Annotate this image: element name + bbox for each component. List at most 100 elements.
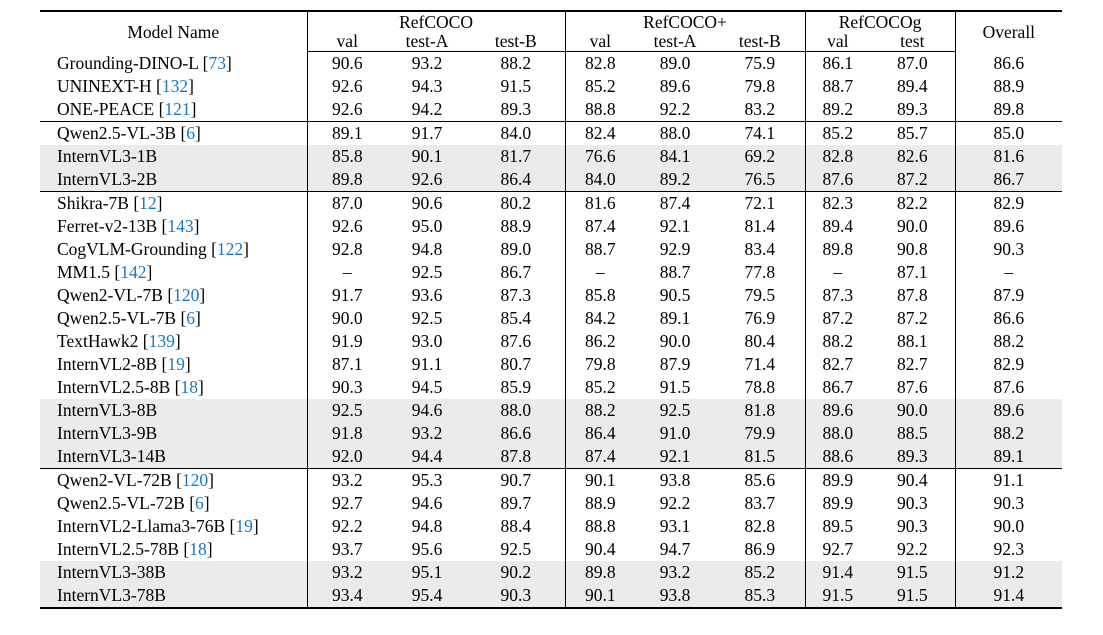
subcolumn-header-refcocog-test: test [870, 32, 956, 52]
table-row: InternVL3-14B 92.0 94.4 87.8 87.4 92.1 81.5 88.… [40, 445, 1063, 469]
citation-link[interactable]: 6 [186, 123, 196, 143]
score-cell: 85.8 [564, 284, 636, 307]
score-cell: 92.6 [306, 98, 387, 122]
citation-link[interactable]: 143 [167, 216, 194, 236]
citation-link[interactable]: 73 [208, 52, 226, 73]
citation-link[interactable]: 6 [186, 308, 196, 328]
score-cell: 87.2 [804, 307, 871, 330]
score-cell: 89.8 [306, 168, 387, 192]
score-cell: 76.5 [744, 169, 776, 189]
model-name: Shikra-7B [57, 193, 129, 213]
table-row: Grounding-DINO-L [73] 90.6 93.2 88.2 82.8 89.… [40, 51, 1063, 75]
table-body: Grounding-DINO-L [73] 90.6 93.2 88.2 82.8 89.… [40, 51, 1063, 608]
score-cell: 91.5 [804, 584, 871, 608]
score-cell: 84.1 [659, 146, 691, 166]
score-cell: 94.6 [411, 400, 443, 420]
score-cell: 71.4 [744, 354, 776, 374]
score-cell: 89.0 [659, 53, 691, 73]
table-row: InternVL3-9B 91.8 93.2 86.6 86.4 91.0 79.9 88.0… [40, 422, 1063, 445]
citation-link[interactable]: 121 [164, 99, 191, 119]
model-name: InternVL3-38B [57, 562, 166, 582]
citation-link[interactable]: 12 [139, 193, 157, 213]
score-cell: 86.7 [500, 262, 532, 282]
score-cell: 88.7 [564, 238, 636, 261]
score-cell: 90.0 [954, 515, 1063, 538]
score-cell: 92.7 [306, 492, 387, 515]
table-row: UNINEXT-H [132] 92.6 94.3 91.5 85.2 89.6 79.8 8… [40, 75, 1063, 98]
score-cell: 88.9 [954, 75, 1063, 98]
score-cell: 76.9 [744, 308, 776, 328]
score-cell: 93.1 [659, 516, 691, 536]
score-cell: 92.5 [411, 308, 443, 328]
table-row: Qwen2.5-VL-72B [6] 92.7 94.6 89.7 88.9 92.2 83… [40, 492, 1063, 515]
model-name: InternVL3-9B [57, 423, 158, 443]
model-name-cell: Qwen2.5-VL-3B [6] [40, 121, 307, 145]
score-cell: 88.2 [564, 399, 636, 422]
score-cell: 87.9 [954, 284, 1063, 307]
score-cell: 88.2 [954, 422, 1063, 445]
score-cell: – [564, 261, 636, 284]
citation-link[interactable]: 18 [180, 377, 198, 397]
model-name: Qwen2-VL-72B [57, 470, 172, 490]
score-cell: 92.6 [411, 169, 443, 189]
score-cell: 81.6 [954, 145, 1063, 168]
score-cell: 95.1 [411, 562, 443, 582]
model-name: Ferret-v2-13B [57, 216, 158, 236]
score-cell: 76.6 [564, 145, 636, 168]
citation-link[interactable]: 6 [195, 493, 204, 513]
model-name: MM1.5 [57, 262, 110, 282]
score-cell: 90.7 [467, 468, 566, 492]
score-cell: 91.0 [659, 423, 691, 443]
score-cell: 85.2 [564, 376, 636, 399]
score-cell: 90.1 [564, 584, 636, 608]
score-cell: 88.6 [804, 445, 871, 469]
subcolumn-header-refcoco-plus-test-b: test-B [715, 32, 806, 52]
score-cell: 85.7 [870, 121, 956, 145]
score-cell: 94.8 [411, 516, 443, 536]
table-row: InternVL2-Llama3-76B [19] 92.2 94.8 88.4 88.… [40, 515, 1063, 538]
table-row: InternVL3-78B 93.4 95.4 90.3 90.1 93.8 85.3 91.… [40, 584, 1063, 608]
citation-link[interactable]: 132 [161, 76, 189, 96]
score-cell: 88.1 [896, 331, 928, 351]
model-name-cell: Qwen2.5-VL-7B [6] [57, 308, 201, 328]
score-cell: 82.2 [870, 191, 956, 215]
citation-link[interactable]: 19 [235, 516, 253, 536]
citation-link[interactable]: 120 [173, 285, 200, 305]
score-cell: 93.2 [411, 423, 443, 443]
subcolumn-header-refcoco-test-b: test-B [467, 32, 566, 52]
score-cell: 93.2 [411, 53, 443, 73]
score-cell: 86.1 [804, 51, 871, 75]
citation-link[interactable]: 139 [148, 331, 175, 351]
score-cell: – [954, 261, 1063, 284]
model-name-cell: InternVL2.5-78B [18] [57, 539, 213, 559]
citation-link[interactable]: 18 [189, 539, 207, 559]
citation-link[interactable]: 142 [120, 262, 147, 282]
score-cell: 91.8 [306, 422, 387, 445]
score-cell: 89.6 [659, 76, 691, 96]
score-cell: 92.7 [804, 538, 871, 561]
score-cell: 94.5 [411, 377, 443, 397]
column-group-header-refcoco-plus: RefCOCO+ [564, 11, 806, 32]
model-name: InternVL3-14B [57, 446, 166, 466]
citation-link[interactable]: 19 [167, 354, 185, 374]
score-cell: 90.6 [306, 51, 387, 75]
score-cell: 86.9 [744, 539, 776, 559]
score-cell: 92.2 [659, 99, 691, 119]
score-cell: 91.5 [500, 76, 532, 96]
score-cell: 90.8 [896, 239, 928, 259]
score-cell: 90.3 [500, 585, 532, 605]
table-row: Qwen2-VL-72B [120] 93.2 95.3 90.7 90.1 93.8 85… [40, 468, 1063, 492]
model-name-cell: Shikra-7B [12] [40, 191, 307, 215]
score-cell: 93.6 [411, 285, 443, 305]
score-cell: 88.9 [500, 216, 532, 236]
score-cell: 94.3 [411, 76, 443, 96]
score-cell: 85.6 [715, 468, 806, 492]
model-name: TextHawk2 [57, 331, 139, 351]
score-cell: 91.2 [954, 561, 1063, 584]
score-cell: 88.8 [564, 515, 636, 538]
score-cell: 92.2 [306, 515, 387, 538]
citation-link[interactable]: 120 [181, 470, 209, 490]
subcolumn-header-refcoco-test-a: test-A [387, 32, 467, 52]
citation-link[interactable]: 122 [216, 239, 244, 259]
score-cell: 87.2 [896, 169, 928, 189]
